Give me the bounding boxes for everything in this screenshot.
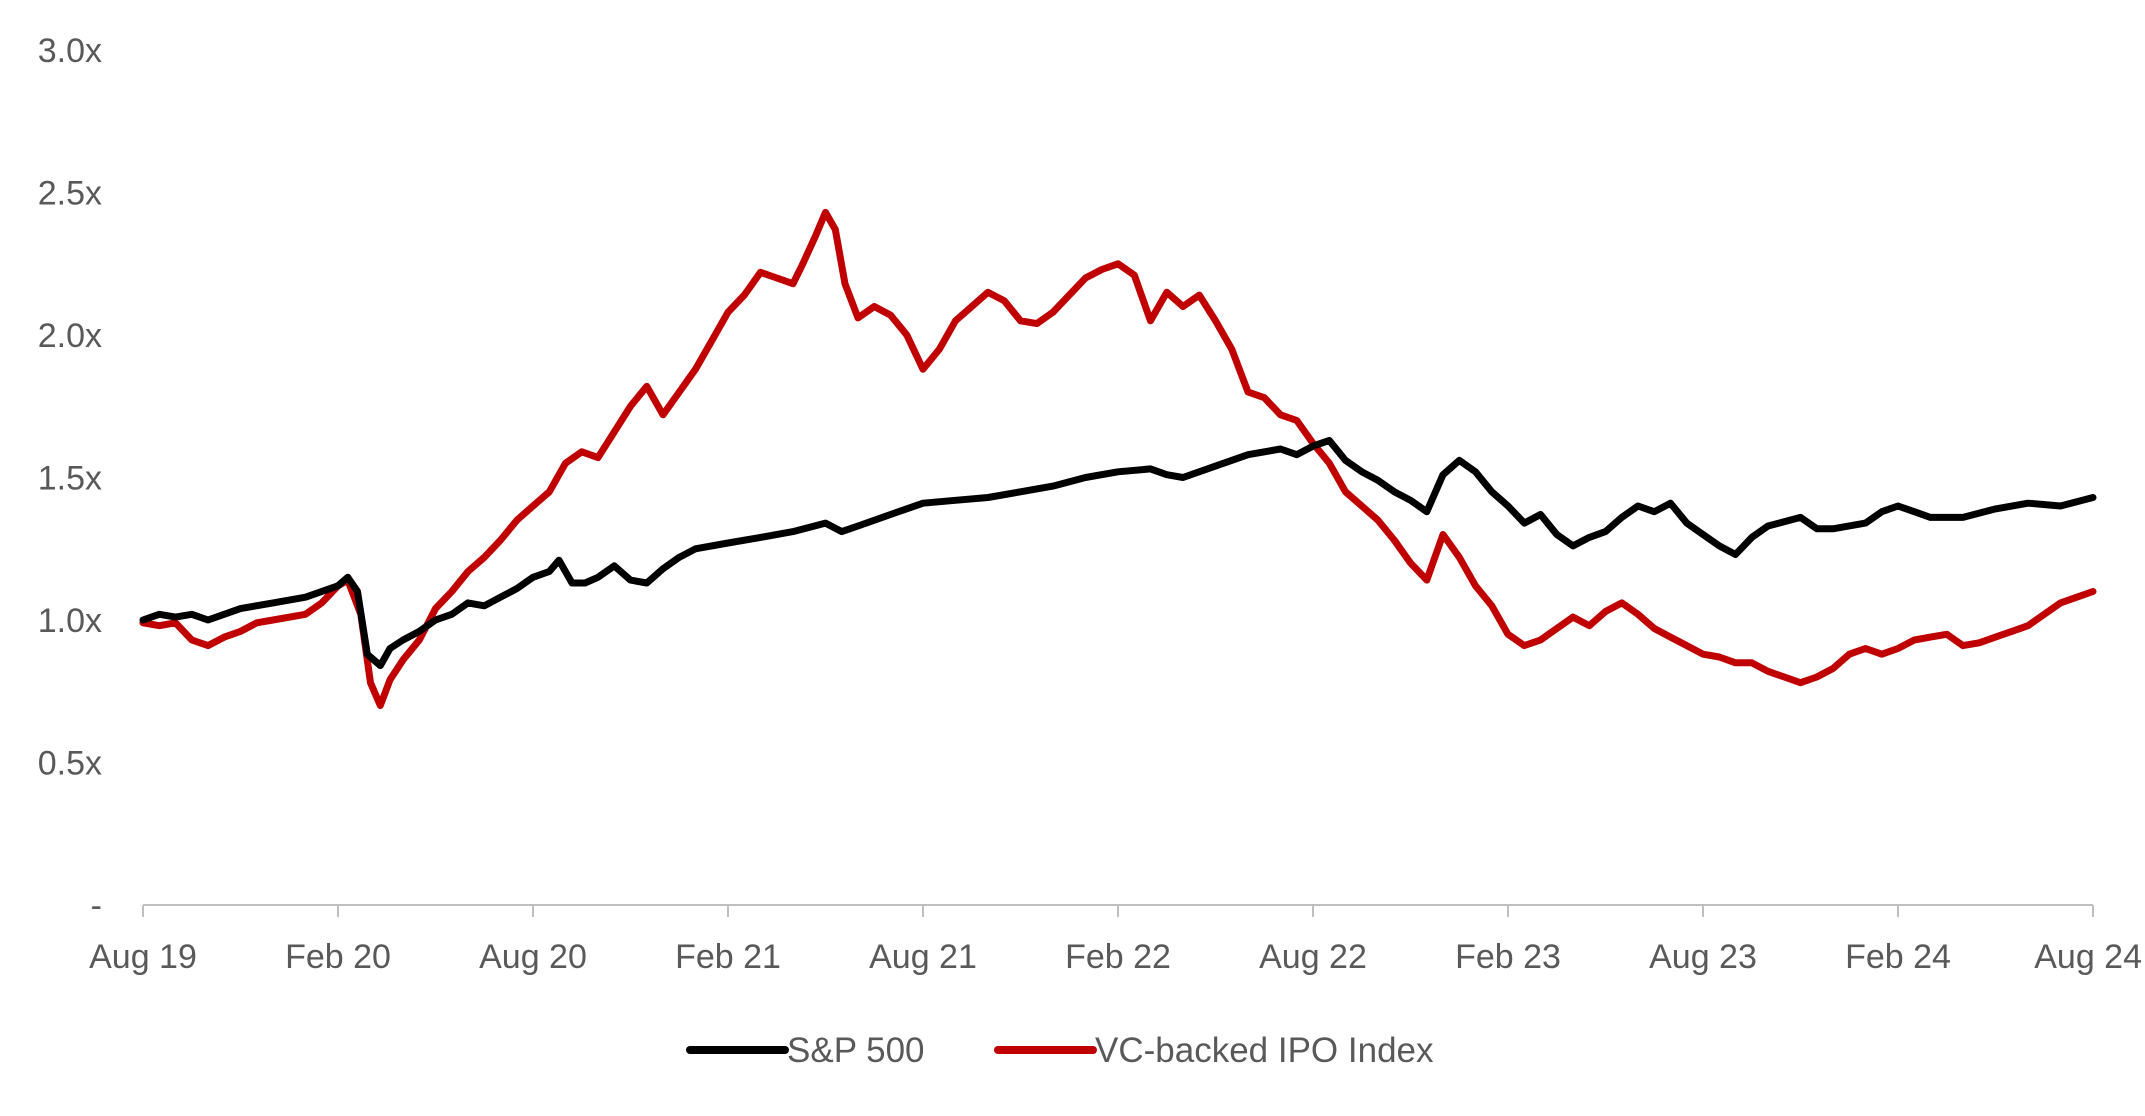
series-line-sp500 [139,436,2097,670]
x-tick-label: Feb 24 [1845,938,1951,976]
x-tick-label: Aug 20 [479,938,587,976]
y-tick-label: 0.5x [38,745,102,783]
x-tick-label: Feb 21 [675,938,781,976]
series-lines [139,208,2097,709]
y-tick-label: 2.0x [38,317,102,355]
x-tick-label: Feb 23 [1455,938,1561,976]
x-tick-label: Feb 22 [1065,938,1171,976]
x-axis-ticks: Aug 19 Feb 20 Aug 20 Feb 21 Aug 21 Feb 22 Aug … [89,905,2142,976]
x-tick-label: Aug 22 [1259,938,1367,976]
x-tick-label: Aug 21 [869,938,977,976]
legend-label: VC-backed IPO Index [1095,1031,1434,1070]
x-tick-label: Feb 20 [285,938,391,976]
series-line-vc-ipo-index [139,208,2097,709]
y-tick-label: 1.5x [38,460,102,498]
y-tick-label: 3.0x [38,32,102,70]
y-tick-label: 2.5x [38,175,102,213]
legend: S&P 500 VC-backed IPO Index [686,1031,1434,1070]
x-tick-label: Aug 24 [2034,938,2142,976]
x-tick-label: Aug 23 [1649,938,1757,976]
legend-label: S&P 500 [787,1031,925,1070]
y-axis-ticks: - 0.5x 1.0x 1.5x 2.0x 2.5x 3.0x [38,32,102,925]
y-tick-label: - [91,887,102,925]
y-tick-label: 1.0x [38,602,102,640]
x-tick-label: Aug 19 [89,938,197,976]
